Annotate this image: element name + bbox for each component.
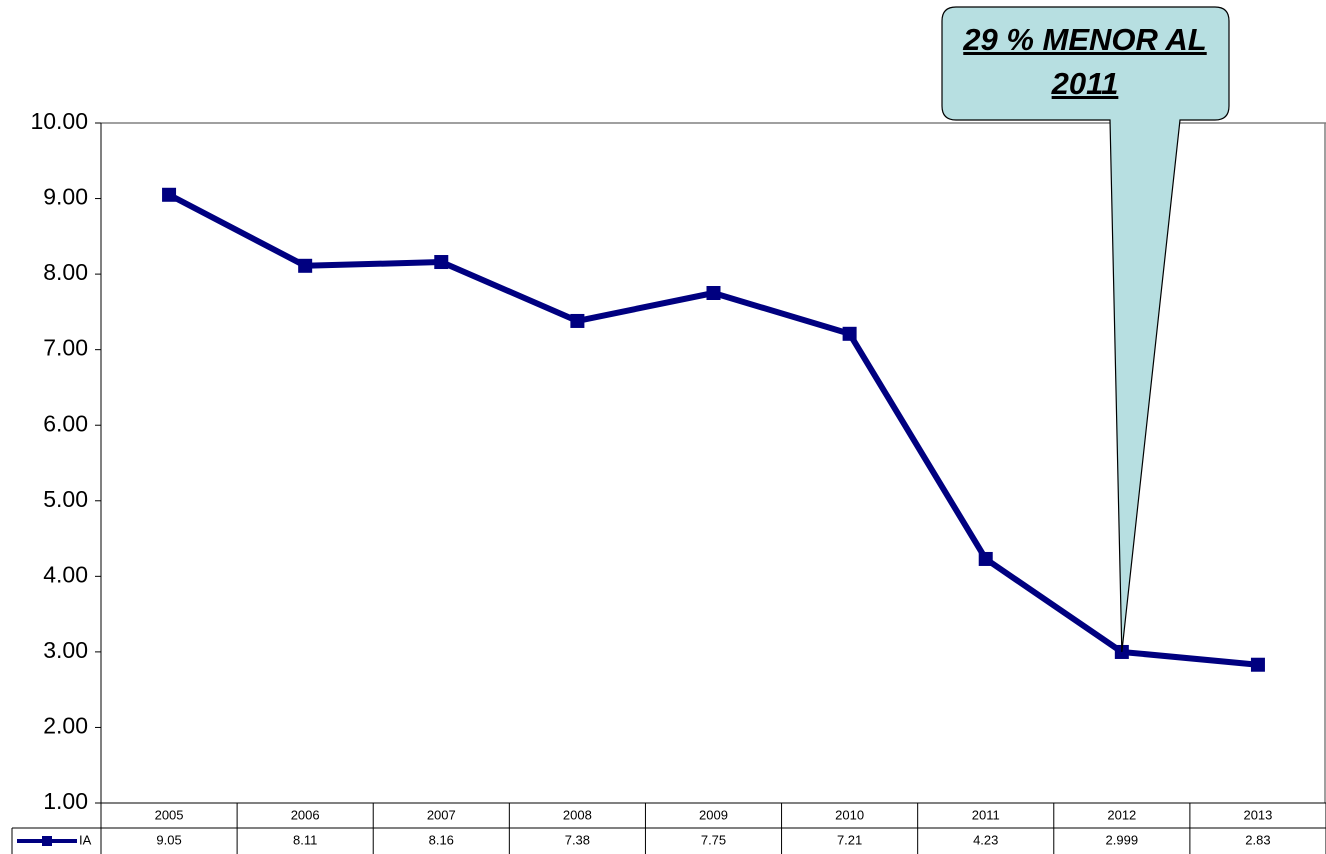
- y-tick-label: 2.00: [43, 713, 88, 739]
- x-tick-label: 2007: [427, 807, 456, 822]
- y-tick-label: 4.00: [43, 561, 88, 587]
- y-tick-label: 5.00: [43, 486, 88, 512]
- x-tick-label: 2012: [1107, 807, 1136, 822]
- marker: [434, 255, 449, 270]
- x-tick-label: 2009: [699, 807, 728, 822]
- series-line: [167, 192, 1259, 668]
- x-tick-label: 2010: [835, 807, 864, 822]
- y-tick-label: 9.00: [43, 184, 88, 210]
- legend-marker: [42, 836, 52, 846]
- marker: [706, 286, 721, 300]
- marker: [978, 551, 993, 566]
- table-value: 8.11: [293, 832, 317, 847]
- table-value: 9.05: [156, 832, 181, 847]
- table-value: 7.75: [701, 832, 726, 847]
- annotation: 29 % MENOR AL 2011: [963, 22, 1207, 101]
- marker: [298, 258, 313, 273]
- marker: [842, 326, 857, 341]
- x-tick-label: 2013: [1243, 807, 1272, 822]
- table-value: 2.999: [1106, 832, 1139, 847]
- table-value: 4.23: [973, 832, 998, 847]
- y-tick-label: 3.00: [43, 637, 88, 663]
- x-tick-label: 2005: [155, 807, 184, 822]
- y-tick-label: 1.00: [43, 788, 88, 814]
- y-tick-label: 7.00: [43, 335, 88, 361]
- x-tick-label: 2008: [563, 807, 592, 822]
- legend-label: IA: [79, 832, 92, 847]
- table-value: 7.38: [565, 832, 590, 847]
- table-value: 7.21: [837, 832, 862, 847]
- y-tick-label: 10.00: [30, 108, 88, 134]
- marker: [162, 187, 177, 202]
- x-tick-label: 2006: [291, 807, 320, 822]
- y-tick-label: 6.00: [43, 410, 88, 436]
- callout-shape: [941, 6, 1230, 653]
- table-value: 8.16: [429, 832, 454, 847]
- x-tick-label: 2011: [972, 807, 1000, 822]
- marker: [1250, 657, 1265, 672]
- marker: [570, 313, 585, 328]
- y-tick-label: 8.00: [43, 259, 88, 285]
- table-value: 2.83: [1245, 832, 1270, 847]
